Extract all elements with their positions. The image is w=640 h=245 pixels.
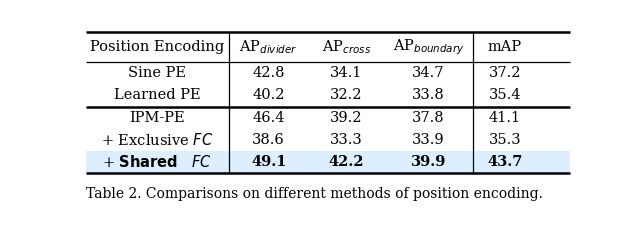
Text: Sine PE: Sine PE <box>129 66 186 80</box>
Text: 40.2: 40.2 <box>252 88 285 102</box>
Text: 42.8: 42.8 <box>252 66 285 80</box>
Text: + $\mathbf{Shared}$   $\mathit{FC}$: + $\mathbf{Shared}$ $\mathit{FC}$ <box>102 154 212 170</box>
Text: 33.3: 33.3 <box>330 133 362 147</box>
Text: 49.1: 49.1 <box>251 155 287 169</box>
Text: 33.8: 33.8 <box>412 88 445 102</box>
Text: 35.3: 35.3 <box>488 133 521 147</box>
Text: 39.9: 39.9 <box>411 155 446 169</box>
Text: 38.6: 38.6 <box>252 133 285 147</box>
Text: Position Encoding: Position Encoding <box>90 40 225 54</box>
Text: 41.1: 41.1 <box>488 111 521 125</box>
Text: AP$_{\mathit{cross}}$: AP$_{\mathit{cross}}$ <box>321 38 371 56</box>
Text: 34.7: 34.7 <box>412 66 445 80</box>
Text: 39.2: 39.2 <box>330 111 362 125</box>
Text: 33.9: 33.9 <box>412 133 445 147</box>
Text: 37.2: 37.2 <box>488 66 521 80</box>
Text: Table 2. Comparisons on different methods of position encoding.: Table 2. Comparisons on different method… <box>86 186 543 201</box>
Text: mAP: mAP <box>488 40 522 54</box>
Text: IPM-PE: IPM-PE <box>129 111 185 125</box>
Text: AP$_{\mathit{divider}}$: AP$_{\mathit{divider}}$ <box>239 38 298 56</box>
Text: 43.7: 43.7 <box>487 155 522 169</box>
Text: 34.1: 34.1 <box>330 66 362 80</box>
Text: AP$_{\mathit{boundary}}$: AP$_{\mathit{boundary}}$ <box>393 37 464 57</box>
Text: 35.4: 35.4 <box>488 88 521 102</box>
Text: Learned PE: Learned PE <box>114 88 201 102</box>
Text: 32.2: 32.2 <box>330 88 362 102</box>
Text: + Exclusive $\mathit{FC}$: + Exclusive $\mathit{FC}$ <box>101 132 214 148</box>
Bar <box>86 151 570 173</box>
Text: 46.4: 46.4 <box>252 111 285 125</box>
Text: 42.2: 42.2 <box>328 155 364 169</box>
Text: 37.8: 37.8 <box>412 111 445 125</box>
